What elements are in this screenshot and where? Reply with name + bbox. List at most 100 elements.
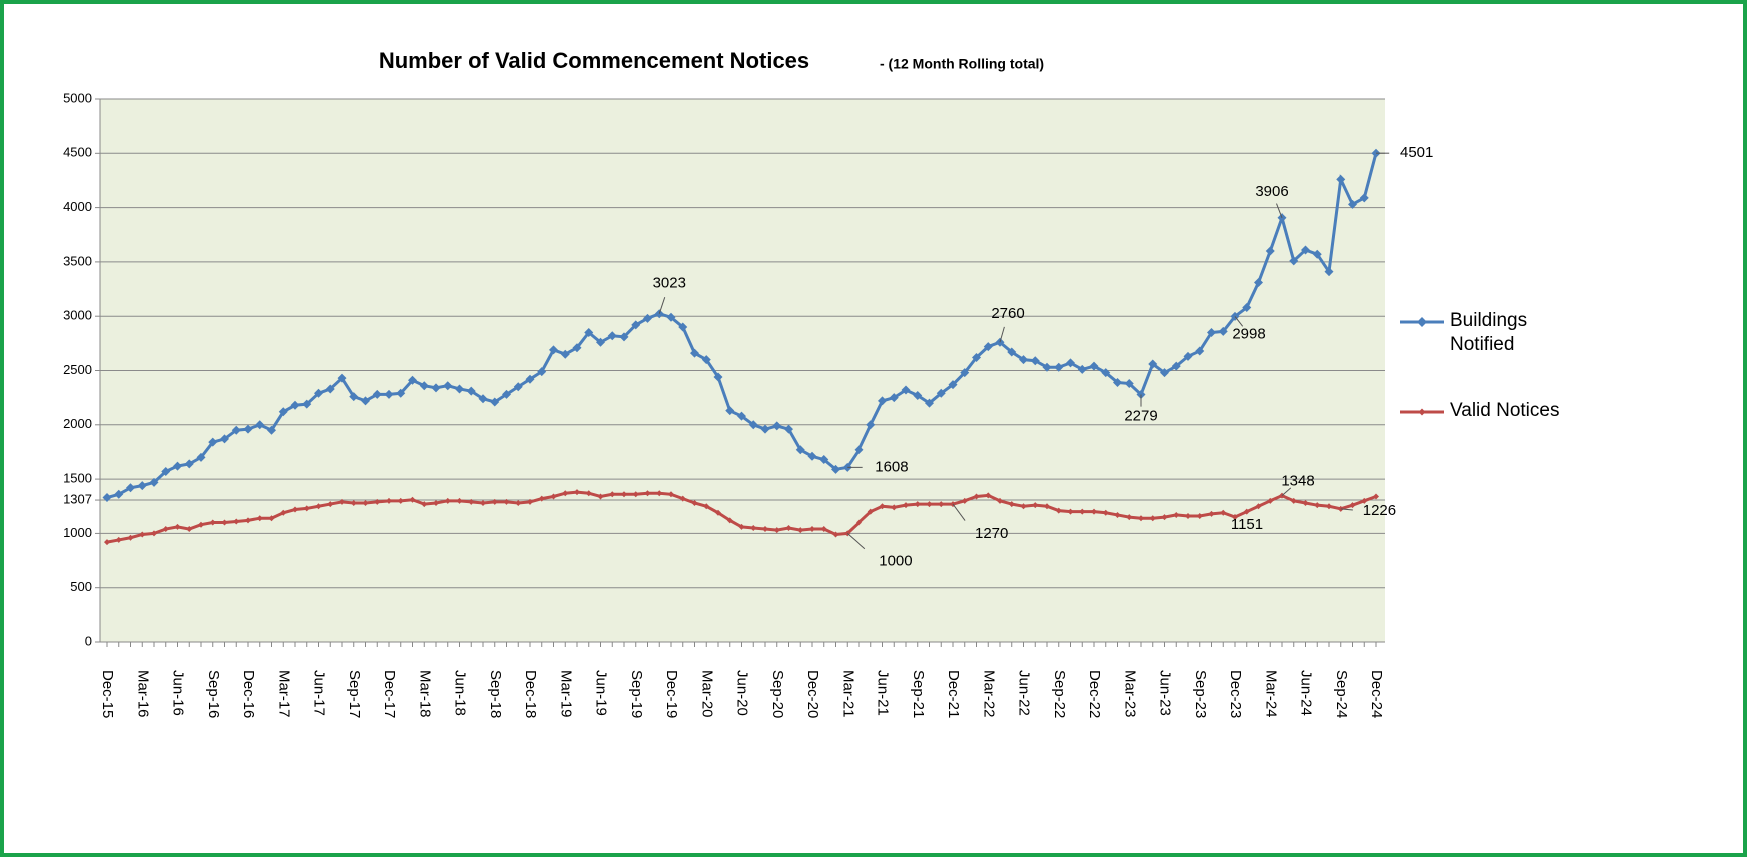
data-point [231,425,241,435]
data-point [1042,362,1052,372]
data-point [572,343,582,353]
data-point [715,509,721,516]
data-point [831,464,840,474]
x-tick-label: Jun-22 [1016,670,1033,716]
data-point [527,498,533,505]
x-tick-label: Dec-16 [240,670,257,718]
data-point [795,445,805,455]
data-point [280,509,287,516]
data-point [396,388,406,398]
data-point [468,498,475,505]
y-tick-label: 2000 [63,416,92,431]
data-point [550,493,557,500]
legend-marker [1418,408,1426,416]
data-point [349,392,359,402]
data-point [607,331,617,341]
data-point [1290,497,1297,504]
data-point [1336,174,1346,184]
data-point [151,530,157,537]
data-point [1160,368,1169,378]
data-point [137,481,147,491]
x-tick-label: Jun-24 [1298,670,1315,716]
data-point [726,517,733,524]
data-point [303,505,310,512]
data-point [1008,501,1015,508]
data-point [362,499,369,506]
data-point [1183,351,1193,361]
x-tick-label: Jun-18 [452,670,469,716]
data-point [596,337,605,347]
x-tick-label: Dec-18 [522,670,539,718]
data-point [597,493,604,500]
y-tick-label: 4500 [63,145,92,160]
data-point [196,452,206,462]
data-point [256,515,263,522]
data-point [772,421,782,431]
x-tick-label: Jun-20 [734,670,751,716]
y-tick-label: 5000 [63,90,92,105]
data-point [102,493,112,503]
data-point [1207,327,1216,337]
data-point [361,396,370,406]
data-point [314,388,323,398]
data-point [139,531,146,538]
data-point [1314,502,1321,509]
data-point [515,499,522,506]
data-point [985,492,992,499]
data-point [1054,362,1064,372]
data-point [1220,509,1227,516]
data-point [1208,510,1215,517]
data-point [325,384,335,394]
data-point [372,389,382,399]
data-point [290,400,300,410]
data-point [1254,278,1263,288]
data-point [889,393,899,403]
data-point [386,497,392,504]
data-point [738,523,745,530]
data-point [701,355,711,365]
data-point [538,495,545,502]
data-point [866,420,876,430]
data-point [1349,502,1356,509]
x-tick-label: Mar-20 [698,670,715,718]
chart-title: Number of Valid Commencement Notices [379,48,809,73]
data-label: 3023 [653,275,686,292]
x-tick-label: Sep-20 [769,670,786,718]
data-label: 2760 [991,305,1024,322]
data-point [961,497,968,504]
data-point [901,385,911,395]
x-tick-label: Jun-21 [875,670,892,716]
x-tick-label: Dec-19 [663,670,680,718]
data-point [832,531,839,538]
data-point [433,499,439,506]
data-point [245,517,251,524]
data-point [678,322,688,332]
data-point [1020,503,1027,510]
x-tick-label: Sep-19 [628,670,645,718]
legend-marker [1417,317,1427,327]
data-point [1007,347,1017,357]
data-point [490,397,500,407]
data-point [1044,503,1050,510]
data-point [1265,246,1275,256]
data-point [750,524,757,531]
data-point [725,406,735,416]
data-point [703,503,710,510]
y-tick-label: 3500 [63,253,92,268]
data-point [856,519,862,526]
data-point [162,526,169,533]
data-point [1066,358,1075,368]
data-point [1089,361,1099,371]
data-point [619,332,629,342]
data-label: 1226 [1363,502,1396,519]
x-tick-label: Jun-16 [170,670,187,716]
x-tick-label: Sep-17 [346,670,363,718]
data-point [174,523,181,530]
data-point [1077,364,1087,374]
y-tick-label: 500 [70,579,92,594]
label-leader [1234,316,1244,327]
data-point [819,455,829,465]
x-tick-label: Sep-24 [1333,670,1350,718]
data-point [997,497,1003,504]
